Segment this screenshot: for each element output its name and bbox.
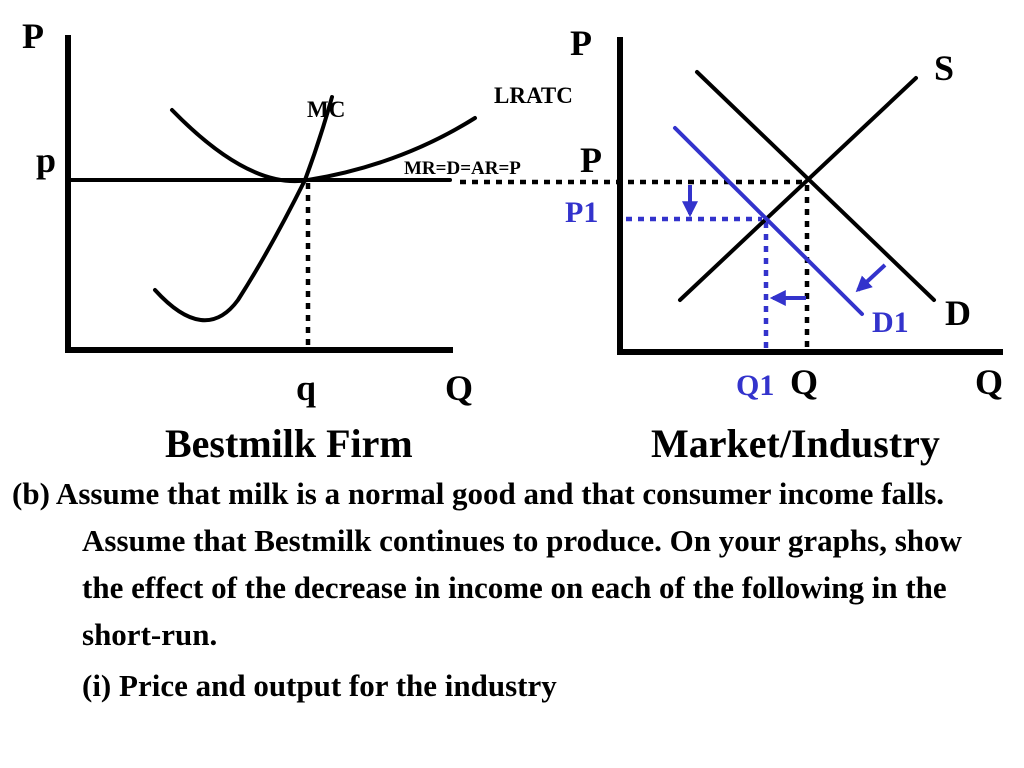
firm-y-axis-label: P <box>22 16 44 56</box>
market-supply-label: S <box>934 48 954 88</box>
question-text: (b) Assume that milk is a normal good an… <box>0 470 1024 709</box>
market-title: Market/Industry <box>651 421 940 466</box>
market-new-quantity-label: Q1 <box>736 369 774 402</box>
market-new-price-label: P1 <box>565 196 598 229</box>
firm-title: Bestmilk Firm <box>165 421 413 466</box>
firm-lratc-label: LRATC <box>494 83 573 108</box>
firm-quantity-label: q <box>296 368 316 408</box>
market-supply-curve <box>678 76 918 302</box>
market-y-axis-label: P <box>570 23 592 63</box>
market-graph: P Q P P1 S D D1 Q1 Q Market/Industry <box>460 23 1003 466</box>
economics-diagram: P Q p q MC LRATC MR=D=AR=P Bestmilk Firm… <box>22 16 1003 466</box>
firm-mc-label: MC <box>307 97 345 122</box>
firm-graph: P Q p q MC LRATC MR=D=AR=P Bestmilk Firm <box>22 16 573 466</box>
firm-demand-label: MR=D=AR=P <box>404 158 521 179</box>
question-main: (b) Assume that milk is a normal good an… <box>12 476 962 652</box>
market-quantity-label: Q <box>790 362 818 402</box>
firm-x-axis-label: Q <box>445 368 473 408</box>
firm-mc-curve <box>153 95 334 323</box>
firm-price-label: p <box>36 140 56 180</box>
market-new-demand-curve <box>673 126 864 316</box>
market-price-label: P <box>580 140 602 180</box>
demand-shift-arrow <box>855 263 887 293</box>
question-sub-item: (i) Price and output for the industry <box>82 668 557 703</box>
market-demand-curve <box>695 70 936 302</box>
market-x-axis-label: Q <box>975 362 1003 402</box>
market-new-demand-label: D1 <box>872 306 909 339</box>
market-demand-label: D <box>945 293 971 333</box>
firm-lratc-curve <box>170 108 477 184</box>
